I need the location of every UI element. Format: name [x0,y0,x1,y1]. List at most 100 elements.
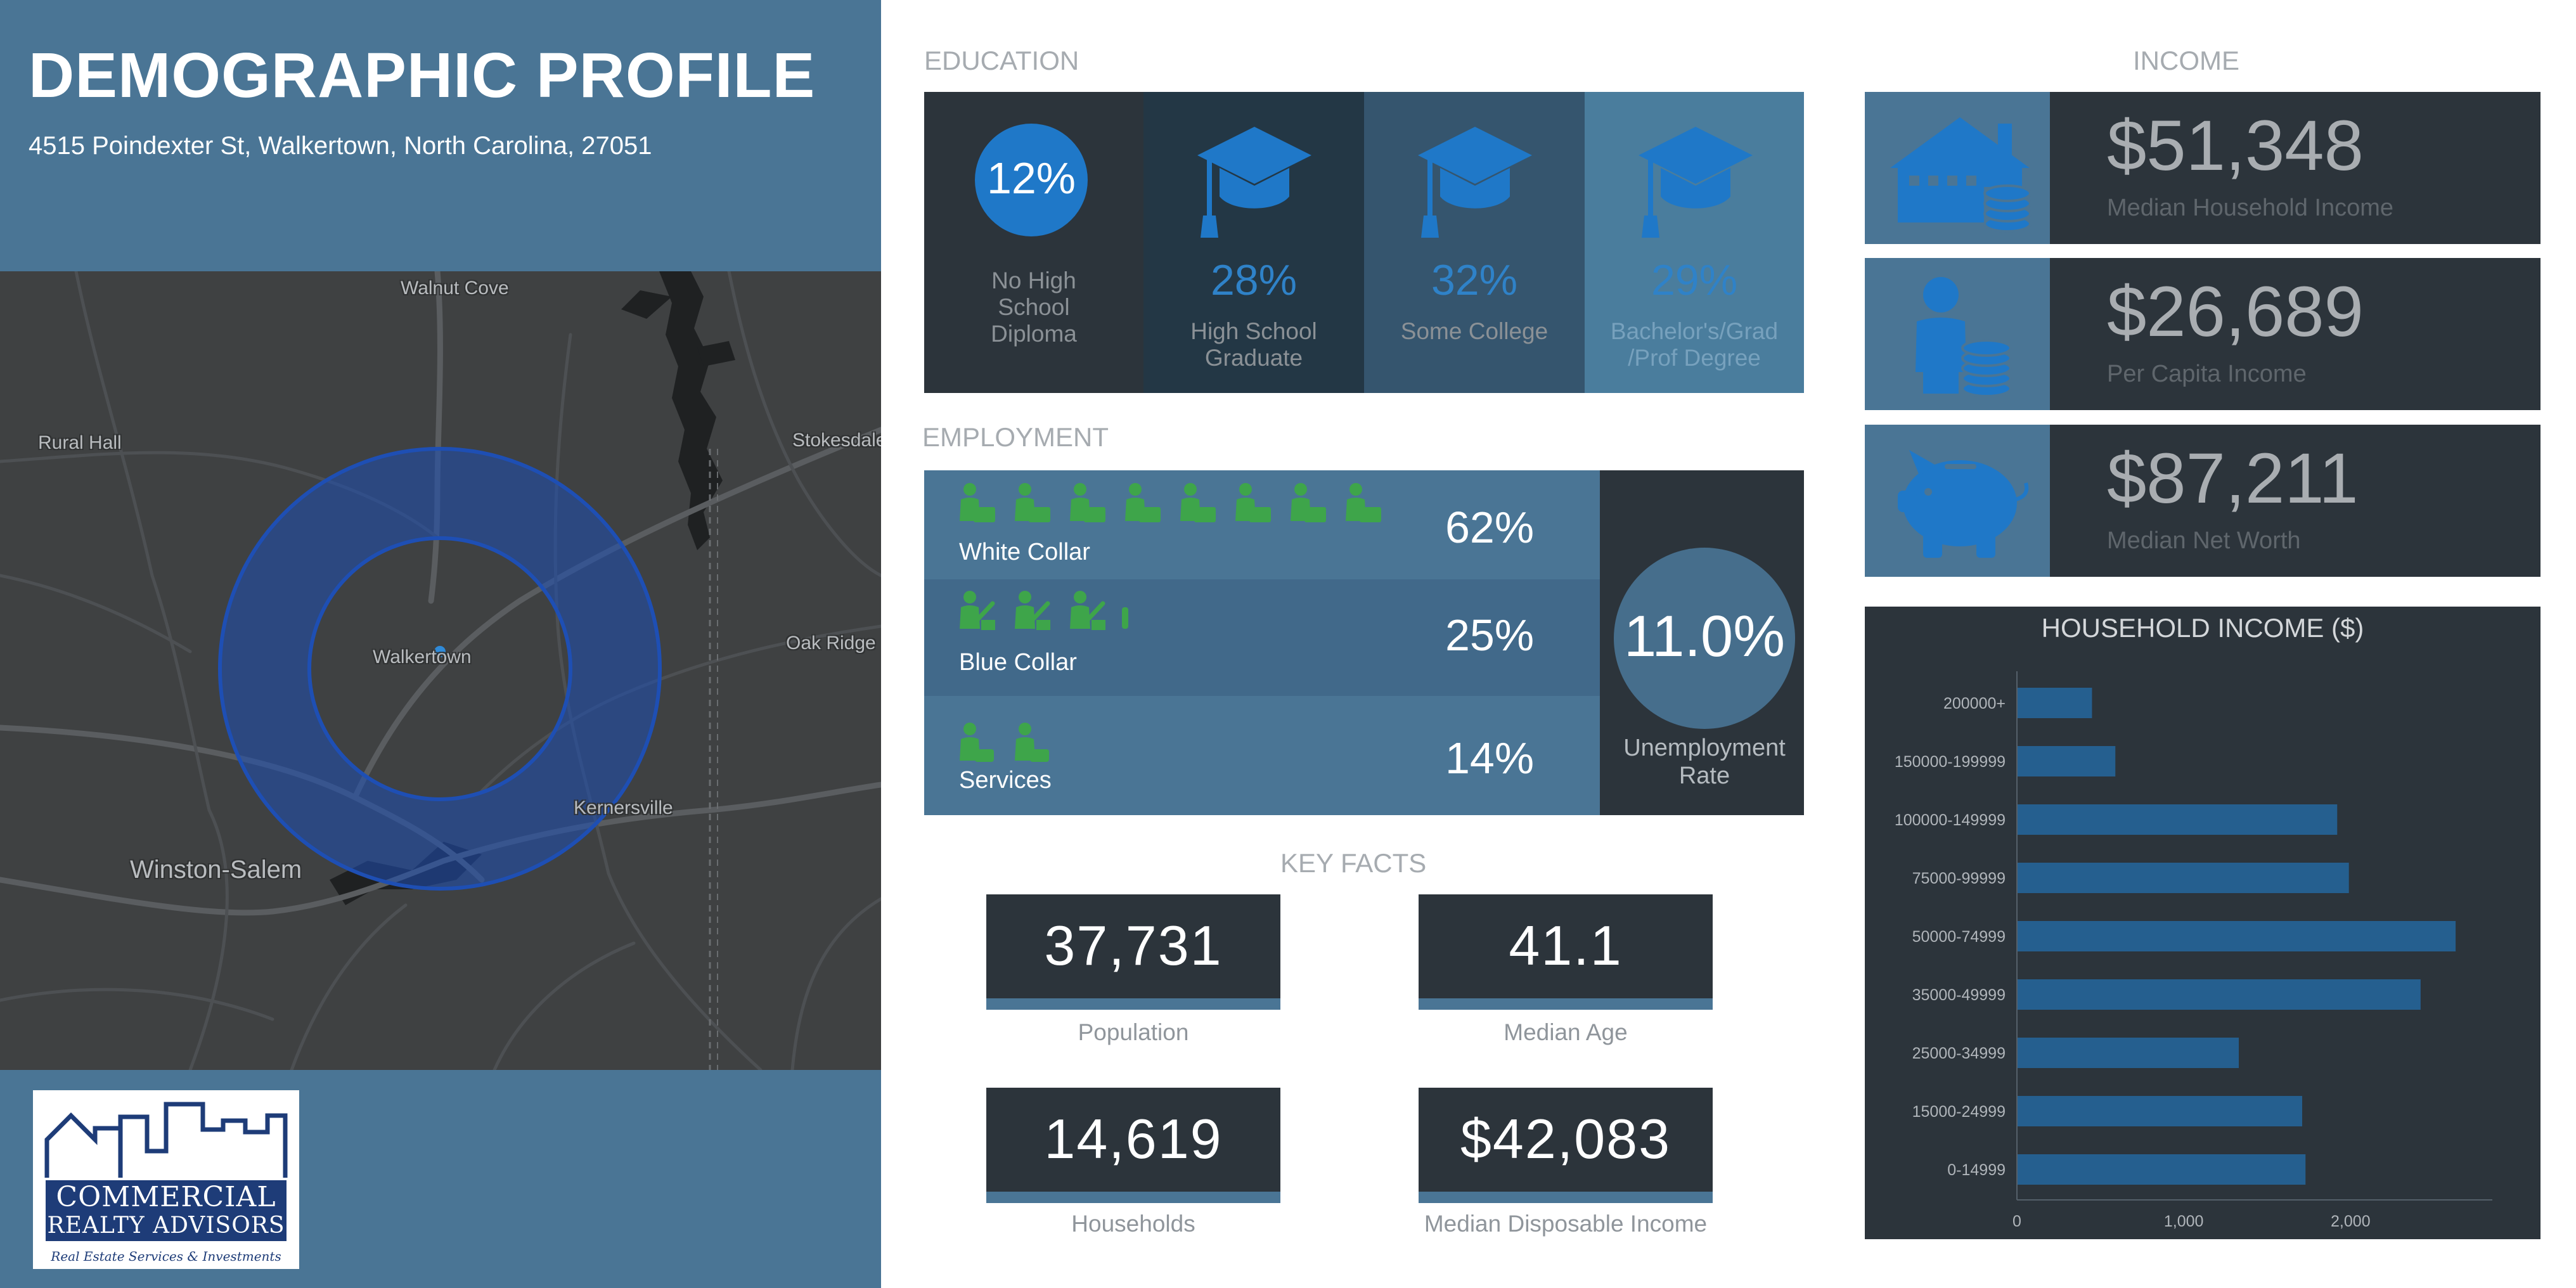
population-value: 37,731 [1044,914,1223,977]
key-facts-title: KEY FACTS [1280,848,1427,878]
services-label: Services [959,767,1052,794]
median-age-label: Median Age [1504,1019,1628,1045]
logo-tagline: Real Estate Services & Investments [51,1249,281,1264]
employment-title: EMPLOYMENT [922,422,1109,452]
percent-circle-icon [975,124,1088,236]
blue-collar-percent: 25% [1445,610,1535,660]
median-net-worth-label: Median Net Worth [2107,527,2301,554]
white-collar-percent: 62% [1445,503,1535,552]
median-net-worth-value: $87,211 [2107,439,2359,518]
blue-collar-worker-icon [1015,591,1050,630]
page-title: DEMOGRAPHIC PROFILE [29,40,816,111]
unemployment-circle [1614,548,1795,729]
category-label: 35000-49999 [1912,986,2006,1004]
x-tick-label: 1,000 [2164,1213,2204,1230]
bar-75000-99999 [2017,863,2349,893]
bar-200000+ [2017,688,2092,718]
education-some-college-panel: 32% Some College [1364,92,1585,393]
bar-100000-149999 [2017,804,2338,835]
map-label-oak-ridge: Oak Ridge [786,633,876,654]
high-school-percent: 28% [1210,256,1298,304]
property-address: 4515 Poindexter St, Walkertown, North Ca… [29,132,652,160]
no-diploma-label: No High School Diploma [991,267,1077,347]
graduation-cap-icon [1197,127,1311,238]
white-collar-worker-icon [1291,483,1326,522]
disposable-income-label: Median Disposable Income [1424,1211,1708,1237]
category-label: 150000-199999 [1895,753,2006,771]
white-collar-worker-icon [1235,483,1271,522]
white-collar-worker-icon [1070,483,1105,522]
bachelors-label: Bachelor's/Grad /Prof Degree [1610,318,1779,371]
white-collar-worker-icon [1180,483,1216,522]
bar-15000-24999 [2017,1096,2302,1126]
category-label: 200000+ [1943,695,2006,712]
median-household-income-value: $51,348 [2107,106,2364,185]
logo-line-1: COMMERCIAL [56,1181,276,1213]
employment-white-collar-row: White Collar 62% [924,470,1600,579]
unemployment-rate-value: 11.0% [1623,604,1786,669]
services-percent: 14% [1445,733,1535,783]
x-tick-label: 0 [2012,1213,2021,1230]
piggy-bank-icon [1898,450,2029,558]
logo-wordmark: COMMERCIAL REALTY ADVISORS [46,1180,287,1241]
white-collar-worker-icon [1015,483,1050,522]
bar-0-14999 [2017,1154,2306,1185]
employment-blue-collar-row: Blue Collar 25% [924,579,1600,696]
person-coins-icon [1916,277,2012,397]
disposable-income-card: $42,083 [1419,1088,1713,1203]
services-worker-icon [960,723,994,762]
category-label: 0-14999 [1947,1161,2006,1179]
map-label-rural-hall: Rural Hall [38,432,122,453]
blue-collar-worker-icon [1070,591,1105,630]
household-income-plot: 200000+ 150000-199999 100000-149999 75000-9… [1895,671,2492,1230]
unemployment-rate-label: Unemployment Rate [1623,735,1786,789]
education-high-school-panel: 28% High School Graduate [1143,92,1364,393]
logo-line-2: REALTY ADVISORS [47,1213,285,1239]
map-label-walkertown: Walkertown [373,647,472,667]
some-college-percent: 32% [1431,256,1518,304]
map-label-winston-salem: Winston-Salem [130,856,302,884]
unemployment-panel: 11.0% Unemployment Rate [1600,470,1804,815]
households-label: Households [1071,1211,1195,1237]
blue-collar-label: Blue Collar [959,649,1077,676]
white-collar-worker-icon [1346,483,1381,522]
x-tick-label: 2,000 [2331,1213,2371,1230]
white-collar-worker-icon [960,483,995,522]
households-card: 14,619 [986,1088,1280,1203]
household-income-chart: HOUSEHOLD INCOME ($) 200000+ 150000-19999… [1865,607,2541,1239]
disposable-income-value: $42,083 [1460,1107,1671,1170]
services-worker-icon [1015,723,1049,762]
blue-collar-worker-icon [960,591,995,630]
population-label: Population [1078,1019,1189,1045]
house-coins-icon [1890,117,2032,233]
bar-35000-49999 [2017,979,2421,1010]
map-label-kernersville: Kernersville [574,797,673,818]
median-age-value: 41.1 [1509,914,1623,977]
map-label-stokesdale: Stokesdale [792,430,881,451]
map-roads [0,271,881,1070]
location-map[interactable]: Walnut Cove Rural Hall Stokesdale Walker… [0,271,881,1070]
category-label: 15000-24999 [1912,1103,2006,1121]
population-card: 37,731 [986,894,1280,1010]
bar-25000-34999 [2017,1038,2239,1068]
map-label-walnut-cove: Walnut Cove [401,278,509,299]
company-logo[interactable]: COMMERCIAL REALTY ADVISORS Real Estate S… [33,1090,299,1269]
blue-collar-worker-partial-icon [1122,607,1128,629]
per-capita-income-card: $26,689 Per Capita Income [1865,258,2541,410]
category-label: 75000-99999 [1912,870,2006,887]
header-panel [0,0,881,271]
education-no-diploma-panel: 12% No High School Diploma [924,92,1143,393]
graduation-cap-icon [1639,127,1753,238]
no-diploma-percent: 12% [986,153,1076,203]
white-collar-worker-icon [1125,483,1161,522]
high-school-label: High School Graduate [1190,318,1317,371]
bachelors-percent: 29% [1651,256,1738,304]
education-bachelors-panel: 29% Bachelor's/Grad /Prof Degree [1585,92,1804,393]
category-label: 100000-149999 [1895,811,2006,829]
white-collar-label: White Collar [959,539,1090,565]
per-capita-income-value: $26,689 [2107,272,2364,351]
median-age-card: 41.1 [1419,894,1713,1010]
bar-50000-74999 [2017,921,2456,951]
employment-services-row: Services 14% [924,696,1600,815]
median-household-income-card: $51,348 Median Household Income [1865,92,2541,244]
